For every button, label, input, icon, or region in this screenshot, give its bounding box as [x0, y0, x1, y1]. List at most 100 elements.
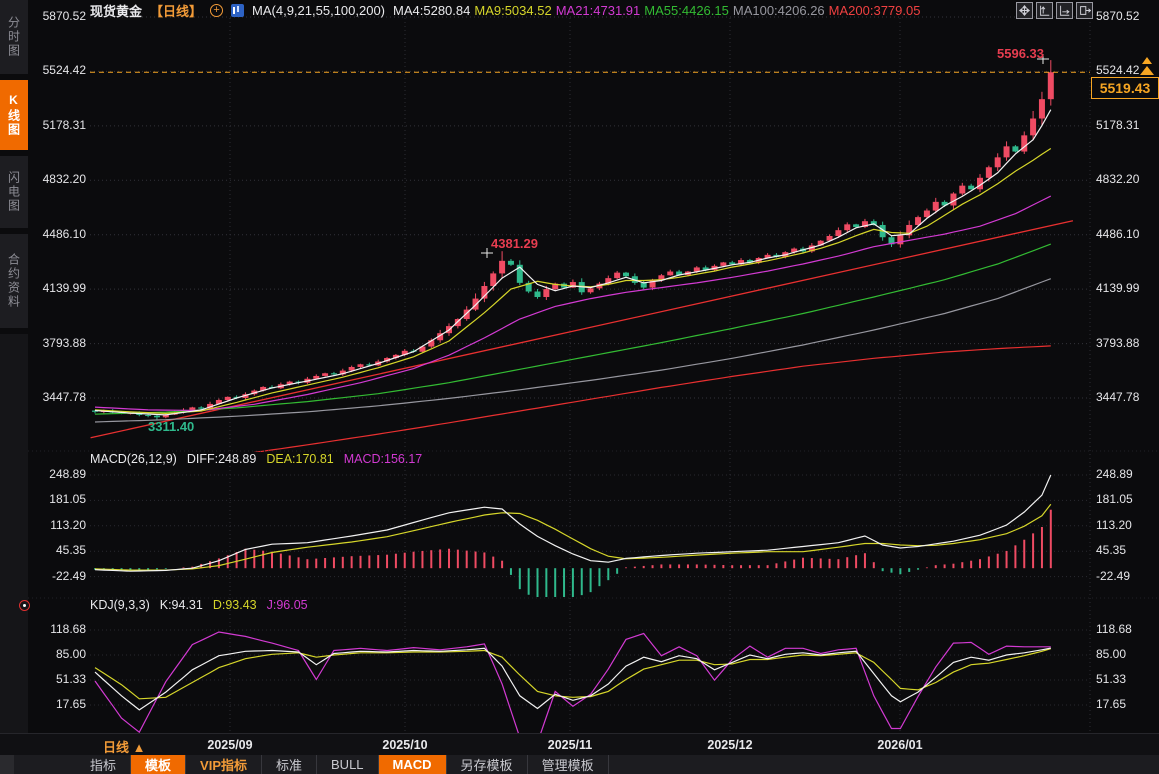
macd-axis-tick: 45.35 [55, 543, 86, 558]
sidebar-item-label: 分时图 [6, 16, 21, 58]
y-axis-tick: 3793.88 [42, 335, 86, 350]
ma-settings-label[interactable]: MA(4,9,21,55,100,200) [252, 2, 386, 18]
y-axis-tick: 5178.31 [1096, 117, 1140, 132]
tab-label: MACD [392, 757, 432, 772]
y-axis-tick: 5524.42 [1096, 63, 1140, 78]
latest-price-marker-icon[interactable] [1140, 57, 1154, 75]
reset-view-icon[interactable] [1076, 2, 1093, 19]
tab-bar-corner [0, 755, 14, 774]
main-chart-layer [90, 54, 1074, 452]
last-price-badge: 5519.43 [1091, 77, 1159, 99]
macd-axis-tick: 248.89 [49, 467, 86, 481]
kdj-d-value: D:93.43 [212, 598, 257, 612]
y-axis-tick: 4486.10 [1096, 226, 1140, 241]
tab-label: 另存模板 [460, 758, 513, 773]
indicator-marker-icon[interactable] [19, 600, 30, 611]
x-axis-month-label: 2025/11 [547, 738, 593, 752]
macd-axis-tick: 113.20 [50, 517, 86, 532]
y-axis-tick: 3447.78 [1096, 390, 1140, 404]
y-axis-tick: 3793.88 [1096, 335, 1140, 350]
kdj-axis-tick: 17.65 [55, 697, 86, 711]
x-axis-row: 日线 ▲ 2025/09 2025/10 2025/11 2025/12 2026/01 [0, 733, 1159, 756]
tab-label: 管理模板 [541, 758, 594, 773]
y-axis-tick: 4832.20 [42, 172, 86, 187]
kdj-j-value: J:96.05 [266, 598, 308, 612]
x-axis-month-label: 2025/12 [707, 738, 753, 752]
candlestick-style-icon[interactable] [231, 3, 245, 17]
x-axis-month-label: 2026/01 [877, 738, 923, 752]
ma-legend-value: MA4:5280.84 [393, 2, 471, 18]
kdj-header[interactable]: KDJ(9,3,3) K:94.31 D:93.43 J:96.05 [90, 598, 308, 614]
pan-icon[interactable] [1016, 2, 1033, 19]
kdj-axis-tick: 51.33 [1096, 671, 1127, 686]
macd-dea-value: DEA:170.81 [266, 452, 334, 466]
macd-axis-tick: 181.05 [49, 492, 86, 507]
macd-axis-tick: 248.89 [1096, 467, 1133, 481]
tab-label: 模板 [145, 758, 172, 773]
tab-template[interactable]: 模板 [131, 755, 187, 774]
tab-save-template[interactable]: 另存模板 [447, 755, 528, 774]
y-axis-tick: 5870.52 [42, 9, 86, 23]
kdj-axis-tick: 118.68 [50, 622, 86, 636]
tab-vip-indicators[interactable]: VIP指标 [186, 755, 262, 774]
macd-title: MACD(26,12,9) [90, 452, 177, 466]
y-axis-tick: 5178.31 [42, 117, 86, 132]
tab-label: VIP指标 [200, 758, 247, 773]
annotation-low-price: 3311.40 [148, 419, 195, 434]
ma-legend: MA4:5280.84 MA9:5034.52 MA21:4731.91 MA55:4… [393, 3, 924, 18]
tab-label: 标准 [276, 758, 303, 773]
chart-header: 现货黄金 【日线】 + MA(4,9,21,55,100,200) MA4:52… [90, 1, 924, 19]
timeframe-selector[interactable]: 日线 ▲ [103, 740, 146, 755]
y-axis-tick: 5524.42 [42, 63, 86, 78]
tab-label: BULL [331, 757, 364, 772]
sidebar-item-label: K线图 [6, 93, 21, 137]
kdj-axis-tick: 17.65 [1096, 697, 1127, 711]
y-axis-tick: 4486.10 [42, 226, 86, 241]
x-axis-month-label: 2025/10 [382, 738, 428, 752]
sidebar-item-contract-info[interactable]: 合约资料 [0, 234, 28, 334]
y-axis-tick: 4139.99 [1096, 281, 1140, 296]
x-axis-month-label: 2025/09 [207, 738, 253, 752]
sidebar-item-label: 合约资料 [6, 253, 21, 309]
kdj-layer [94, 631, 1051, 733]
kdj-axis-tick: 85.00 [1096, 647, 1127, 661]
macd-axis-tick: 181.05 [1096, 492, 1133, 507]
grid-layer [90, 16, 1091, 733]
add-compare-icon[interactable]: + [210, 3, 224, 17]
kdj-axis-tick: 85.00 [55, 647, 86, 661]
y-axis-tick: 3447.78 [42, 390, 86, 404]
sidebar-item-kline[interactable]: K线图 [0, 80, 28, 156]
ma-legend-value: MA9:5034.52 [474, 2, 552, 18]
macd-header[interactable]: MACD(26,12,9) DIFF:248.89 DEA:170.81 MAC… [90, 452, 422, 468]
tab-macd[interactable]: MACD [378, 755, 447, 774]
sidebar-item-label: 闪电图 [6, 171, 21, 213]
indicator-tab-bar: 指标 模板 VIP指标 标准 BULL MACD 另存模板 管理模板 [0, 755, 1159, 774]
macd-diff-value: DIFF:248.89 [186, 452, 257, 466]
kdj-axis-tick: 118.68 [1096, 622, 1132, 636]
macd-axis-tick: 113.20 [1096, 517, 1132, 532]
ma-legend-value: MA100:4206.26 [732, 2, 825, 18]
annotation-high-price: 5596.33 [997, 46, 1044, 61]
y-axis-tick: 4139.99 [42, 281, 86, 296]
symbol-name: 现货黄金 [90, 3, 143, 19]
chart-toolbar [1016, 2, 1093, 19]
kdj-k-value: K:94.31 [159, 598, 203, 612]
tab-standard[interactable]: 标准 [262, 755, 318, 774]
macd-axis-tick: 45.35 [1096, 543, 1127, 558]
chart-type-sidebar: 分时图 K线图闪电图合约资料 [0, 0, 28, 755]
ma-legend-value: MA21:4731.91 [555, 2, 641, 18]
sidebar-item-lightning[interactable]: 闪电图 [0, 156, 28, 234]
y-axis-scale-icon[interactable] [1036, 2, 1053, 19]
tab-manage-template[interactable]: 管理模板 [528, 755, 609, 774]
y-axis-tick: 5870.52 [1096, 9, 1140, 23]
ma-legend-value: MA200:3779.05 [828, 2, 921, 18]
period-label[interactable]: 【日线】 [150, 3, 203, 19]
ma-legend-value: MA55:4426.15 [644, 2, 729, 18]
sidebar-item-timeshare[interactable]: 分时图 [0, 0, 28, 80]
x-axis-scale-icon[interactable] [1056, 2, 1073, 19]
macd-axis-tick: -22.49 [51, 568, 86, 583]
tab-indicators[interactable]: 指标 [76, 755, 132, 774]
tab-bull[interactable]: BULL [317, 755, 379, 774]
